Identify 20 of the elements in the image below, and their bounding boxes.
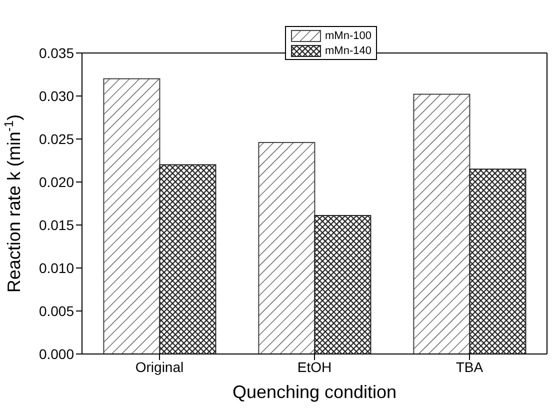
y-tick-label: 0.015: [38, 216, 74, 233]
x-tick-label: EtOH: [297, 358, 332, 375]
legend-label: mMn-140: [325, 44, 372, 56]
x-tick-label: TBA: [456, 358, 484, 375]
bar: [103, 78, 160, 354]
bar: [469, 168, 526, 354]
y-tick-label: 0.005: [38, 302, 74, 319]
y-tick-label: 0.025: [38, 130, 74, 147]
bar: [258, 142, 316, 354]
legend-label: mMn-100: [325, 30, 372, 42]
y-tick-label: 0.030: [38, 88, 74, 104]
y-tick-label: 0.035: [38, 44, 74, 61]
y-tick-label: 0.000: [38, 346, 74, 362]
y-tick-label: 0.010: [38, 260, 74, 276]
y-tick-label: 0.020: [38, 174, 74, 190]
x-axis-title: Quenching condition: [232, 382, 397, 402]
x-tick-label: Original: [135, 358, 184, 375]
bar: [413, 94, 470, 354]
bar: [314, 215, 372, 354]
bar: [159, 164, 216, 354]
